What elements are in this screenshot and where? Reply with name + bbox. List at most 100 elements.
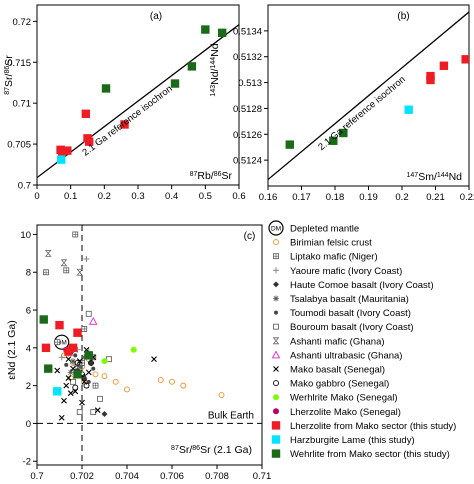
point-birimian-felsic-crust-10 xyxy=(180,382,187,389)
x-axis-label-part-1: Sm/ xyxy=(418,171,437,183)
legend-marker-yaoure-mafic-ivory-coast xyxy=(273,267,279,274)
point-mako-basalt-senegal-17 xyxy=(58,414,65,421)
series-wehrlite-from-mako-sector-this-study xyxy=(39,315,93,379)
point-birimian-felsic-crust-8 xyxy=(157,377,164,383)
y-tick-label-1: 0.705 xyxy=(7,140,31,151)
y-axis-label-part-0: 87 xyxy=(4,87,11,95)
point-bouroum-basalt-ivory-coast-5 xyxy=(90,409,97,416)
legend-label-harzburgite-lame-this-study: Harzburgite Lame (this study) xyxy=(290,435,415,446)
point-harzburgite-lame-this-study-0 xyxy=(57,155,66,164)
point-lherzolite-from-mako-sector-this-study-3 xyxy=(461,55,469,64)
y-axis-label-part-1: Sr/ xyxy=(3,73,15,87)
point-mako-basalt-senegal-7 xyxy=(79,399,85,406)
series-harzburgite-lame-this-study xyxy=(53,387,62,396)
point-yaoure-mafic-ivory-coast-0 xyxy=(83,256,90,263)
point-ashanti-mafic-ghana-1 xyxy=(60,259,68,267)
x-axis-label-part-3: Sr xyxy=(222,170,233,182)
x-axis-label-part-0: 147 xyxy=(407,172,419,179)
legend-label-depleted-mantle: Depleted mantle xyxy=(290,224,359,235)
legend-label-mako-basalt-senegal: Mako basalt (Senegal) xyxy=(290,365,385,376)
legend-label-tsalabya-basalt-mauritania: Tsalabya basalt (Mauritania) xyxy=(290,294,409,305)
y-axis-label-part-2: 144 xyxy=(210,57,217,69)
point-birimian-felsic-crust-6 xyxy=(112,378,119,385)
y-tick-label-4: 0.5132 xyxy=(233,52,262,63)
x-tick-label-6: 0.22 xyxy=(460,192,474,203)
point-lherzolite-from-mako-sector-this-study-2 xyxy=(63,146,72,155)
legend-item-lherzolite-from-mako-sector-this-study: Lherzolite from Mako sector (this study) xyxy=(271,421,456,432)
x-tick-label-0: 0.7 xyxy=(30,471,43,482)
point-liptako-mafic-niger-1 xyxy=(63,267,70,274)
point-harzburgite-lame-this-study-0 xyxy=(404,105,413,114)
legend-label-birimian-felsic-crust: Birimian felsic crust xyxy=(290,238,372,249)
series-ashanti-ultrabasic-ghana xyxy=(88,316,98,325)
point-liptako-mafic-niger-7 xyxy=(54,339,61,346)
y-tick-label-5: 8 xyxy=(26,268,31,279)
y-tick-label-5: 0.5134 xyxy=(233,26,262,37)
panel-a: 0 0.1 0.2 0.3 0.4 0.5 0.6 0.7 0.705 0.71 0.715 0.72… xyxy=(3,4,246,202)
x-tick-label-3: 0.19 xyxy=(359,192,378,203)
point-harzburgite-lame-this-study-0 xyxy=(53,387,62,396)
point-mako-gabbro-senegal-1 xyxy=(74,360,81,366)
legend-item-yaoure-mafic-ivory-coast: Yaoure mafic (Ivory Coast) xyxy=(273,266,402,277)
legend-marker-ashanti-mafic-ghana xyxy=(272,337,280,345)
y-axis-label: 143Nd/144Nd xyxy=(209,43,221,96)
point-lherzolite-from-mako-sector-this-study-1 xyxy=(73,328,82,337)
point-bouroum-basalt-ivory-coast-4 xyxy=(70,378,76,385)
x-tick-label-3: 0.706 xyxy=(160,471,184,482)
x-axis-label-part-2: 144 xyxy=(437,172,449,179)
x-axis-label-part-1: Rb/ xyxy=(197,170,213,182)
point-wehrlite-from-mako-sector-this-study-2 xyxy=(44,364,53,373)
point-bouroum-basalt-ivory-coast-0 xyxy=(85,310,92,317)
y-tick-label-0: 0.7 xyxy=(18,181,31,192)
legend-marker-ashanti-ultrabasic-ghana xyxy=(271,350,281,359)
point-wehrlite-from-mako-sector-this-study-2 xyxy=(187,62,197,71)
series-ashanti-mafic-ghana xyxy=(44,249,84,276)
point-lherzolite-from-mako-sector-this-study-3 xyxy=(68,343,78,353)
point-lherzolite-from-mako-sector-this-study-6 xyxy=(120,120,129,129)
point-mako-basalt-senegal-12 xyxy=(151,356,157,363)
point-wehrlite-from-mako-sector-this-study-3 xyxy=(201,25,210,34)
y-tick-label-0: -2 xyxy=(23,457,31,468)
point-tsalabya-basalt-mauritania-2 xyxy=(67,369,74,376)
svg-text:DM: DM xyxy=(271,225,281,232)
legend: DM Depleted mantle Birimian felsic crust Li… xyxy=(268,220,456,460)
legend-label-lherzolite-mako-senegal: Lherzolite Mako (Senegal) xyxy=(290,407,401,418)
plot-area xyxy=(268,11,469,181)
legend-item-birimian-felsic-crust: Birimian felsic crust xyxy=(273,238,372,249)
y-tick-label-2: 2 xyxy=(26,381,31,392)
point-mako-basalt-senegal-13 xyxy=(94,407,101,414)
series-lherzolite-from-mako-sector-this-study xyxy=(426,55,469,85)
point-toumodi-basalt-ivory-coast-2 xyxy=(86,379,91,384)
series-lherzolite-from-mako-sector-this-study xyxy=(56,109,129,156)
legend-marker-haute-comoe-basalt-ivory-coast xyxy=(273,281,279,288)
x-tick-label-1: 0.1 xyxy=(64,191,77,202)
legend-label-toumodi-basalt-ivory-coast: Toumodi basalt (Ivory Coast) xyxy=(290,308,411,319)
y-tick-label-3: 0.715 xyxy=(7,58,31,69)
point-wehrlite-from-mako-sector-this-study-0 xyxy=(101,84,111,93)
legend-marker-mako-basalt-senegal xyxy=(273,366,279,372)
legend-item-harzburgite-lame-this-study: Harzburgite Lame (this study) xyxy=(271,435,415,446)
point-ashanti-ultrabasic-ghana-0 xyxy=(88,316,98,325)
x-axis-label-part-3: Sr (2.1 Ga) xyxy=(200,444,252,456)
x-tick-label-1: 0.17 xyxy=(292,192,311,203)
legend-marker-tsalabya-basalt-mauritania xyxy=(273,295,279,302)
point-mako-gabbro-senegal-4 xyxy=(72,384,79,391)
panel-b: 0.16 0.17 0.18 0.19 0.2 0.21 0.22 0.5124 0.5126 0… xyxy=(209,4,474,203)
legend-item-wehrlite-from-mako-sector-this-study: Wehrlite from Mako sector (this study) xyxy=(271,449,450,460)
point-tsalabya-basalt-mauritania-0 xyxy=(70,358,76,365)
y-tick-label-3: 0.513 xyxy=(238,78,262,89)
point-liptako-mafic-niger-0 xyxy=(72,231,79,238)
x-axis-label-part-2: 86 xyxy=(192,445,200,452)
point-mako-gabbro-senegal-5 xyxy=(88,360,94,366)
plot-frame xyxy=(36,4,240,186)
legend-label-wehrlite-from-mako-sector-this-study: Wehrlite from Mako sector (this study) xyxy=(290,449,450,460)
point-toumodi-basalt-ivory-coast-1 xyxy=(73,353,78,358)
point-werhlrite-mako-senegal-1 xyxy=(101,358,108,365)
legend-item-mako-gabbro-senegal: Mako gabbro (Senegal) xyxy=(273,379,389,390)
point-birimian-felsic-crust-9 xyxy=(169,378,175,385)
depleted-mantle-point-0: DM xyxy=(54,334,70,350)
x-axis-label: 147Sm/144Nd xyxy=(407,171,463,183)
point-mako-gabbro-senegal-3 xyxy=(83,382,90,389)
legend-item-ashanti-ultrabasic-ghana: Ashanti ultrabasic (Ghana) xyxy=(271,350,402,361)
